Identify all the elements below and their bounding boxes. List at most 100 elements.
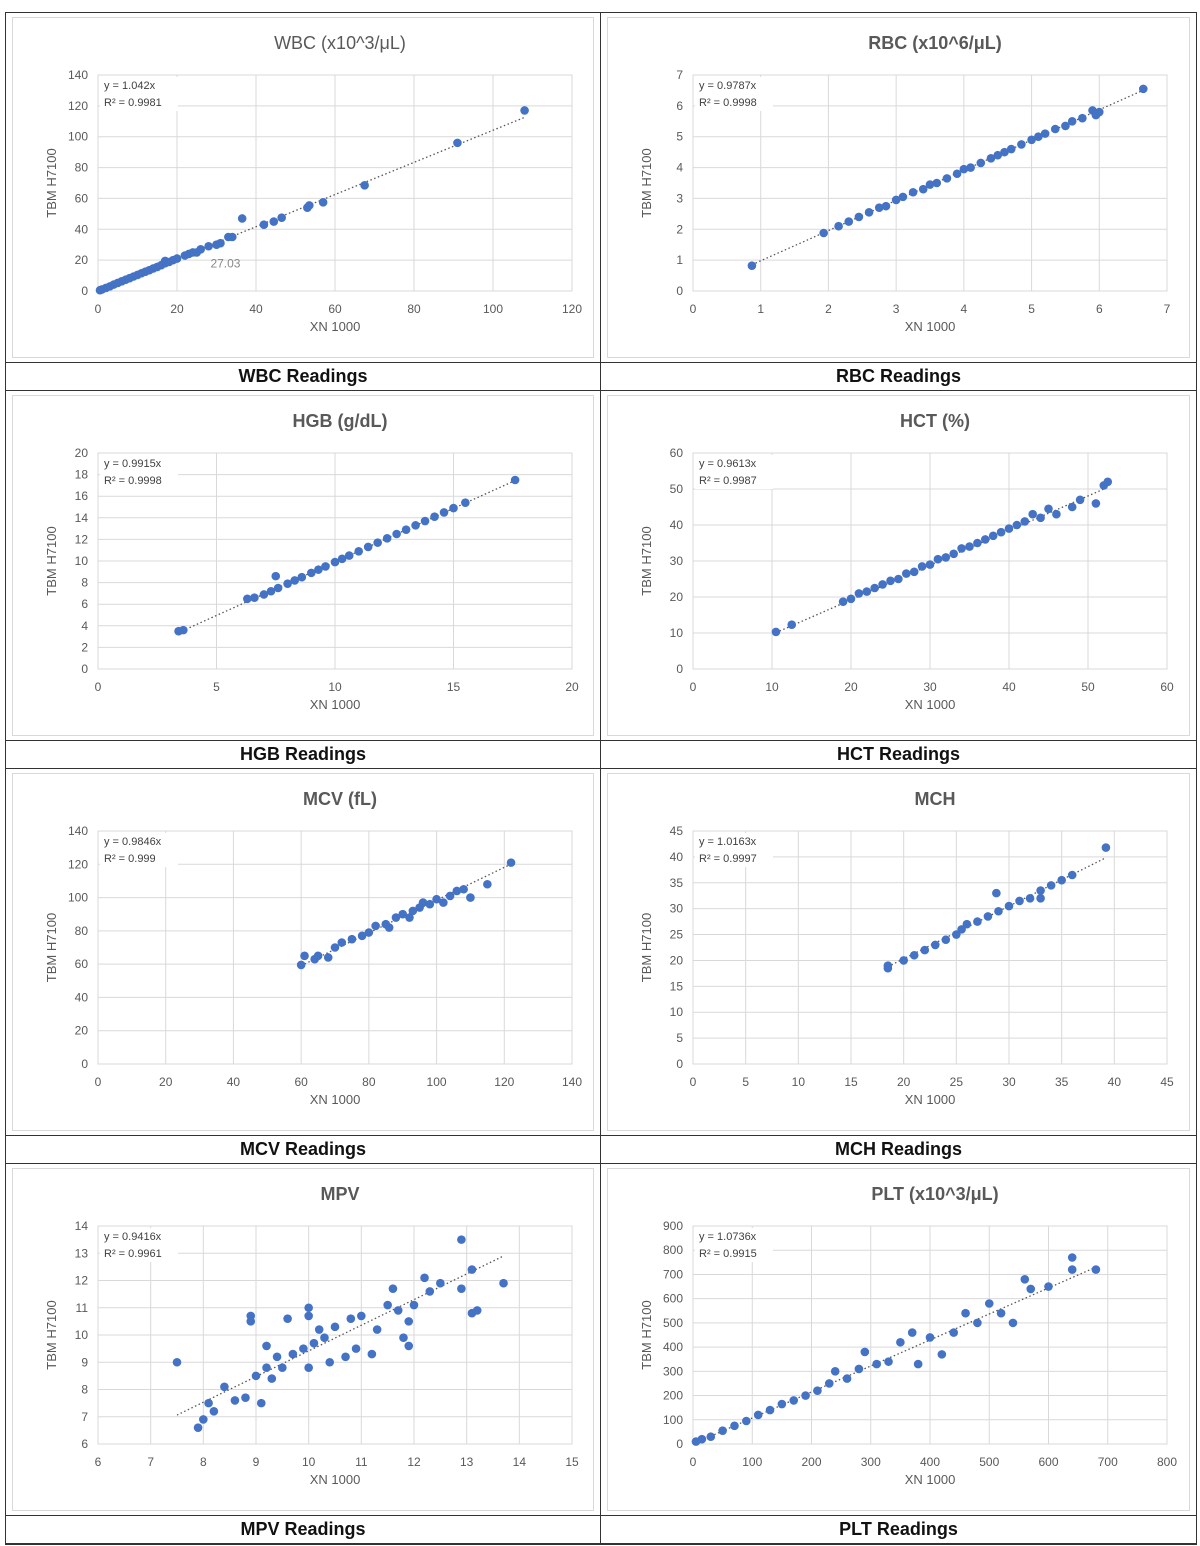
y-tick-label: 6 <box>81 1437 88 1451</box>
equation-box <box>695 833 773 867</box>
data-point <box>753 1410 763 1420</box>
data-point <box>864 208 874 217</box>
scatter-chart: 0 5 10 15 20 25 30 35 40 45 0 5 10 15 20 25 30 35 40 45 MCH X… <box>639 789 1174 1107</box>
data-point <box>323 953 333 962</box>
equation-box <box>100 833 178 867</box>
chart-caption: WBC Readings <box>6 363 601 391</box>
trend-equation: y = 1.0163x <box>699 836 757 848</box>
data-point <box>1008 1318 1018 1328</box>
r-squared: R² = 0.9998 <box>104 475 162 487</box>
data-point <box>472 1306 482 1315</box>
data-point <box>925 560 935 569</box>
data-point <box>367 1349 377 1359</box>
x-tick-label: 500 <box>979 1455 999 1469</box>
data-point <box>346 1314 356 1323</box>
y-axis-label: TBM H7100 <box>639 1300 654 1369</box>
data-point <box>1139 84 1148 94</box>
x-axis-label: XN 1000 <box>310 319 361 334</box>
data-point <box>1050 124 1060 134</box>
data-point <box>399 1333 408 1343</box>
y-axis-label: TBM H7100 <box>639 913 654 982</box>
x-tick-label: 0 <box>690 302 697 316</box>
data-point <box>1004 901 1014 911</box>
y-tick-label: 900 <box>663 1219 683 1233</box>
y-tick-label: 5 <box>676 130 683 144</box>
data-point <box>1040 129 1050 138</box>
data-point <box>278 1363 287 1372</box>
data-point <box>962 919 972 929</box>
x-tick-label: 0 <box>690 680 697 694</box>
x-tick-label: 6 <box>95 1455 102 1469</box>
data-point <box>874 203 884 212</box>
x-tick-label: 10 <box>792 1075 806 1089</box>
data-point <box>730 1421 739 1431</box>
data-point <box>432 894 441 904</box>
data-point <box>325 1357 335 1367</box>
y-tick-label: 7 <box>676 68 683 82</box>
data-point <box>966 163 975 172</box>
x-tick-label: 5 <box>742 1075 749 1089</box>
x-tick-label: 3 <box>893 302 900 316</box>
data-point <box>747 261 757 270</box>
y-tick-label: 0 <box>81 284 88 298</box>
data-point <box>1036 886 1045 895</box>
data-point <box>408 906 418 916</box>
data-point <box>241 1393 250 1402</box>
x-tick-label: 0 <box>95 302 102 316</box>
data-point <box>391 913 401 922</box>
data-point <box>439 898 448 907</box>
data-point <box>854 589 864 598</box>
data-point <box>354 546 364 556</box>
chart-cell: 0 20 40 60 80 100 120 140 0 20 40 60 80 100 120 140 MCV … <box>6 769 601 1136</box>
data-point <box>1094 107 1104 117</box>
x-tick-label: 600 <box>1038 1455 1058 1469</box>
data-point <box>382 534 392 543</box>
y-tick-label: 16 <box>75 489 89 503</box>
data-point <box>896 1337 905 1347</box>
y-tick-label: 20 <box>75 253 89 267</box>
y-tick-label: 25 <box>670 928 684 942</box>
data-point <box>1017 140 1026 149</box>
x-tick-label: 30 <box>923 680 937 694</box>
data-point <box>499 1278 508 1288</box>
data-point <box>913 1359 923 1369</box>
x-tick-label: 15 <box>565 1455 579 1469</box>
data-point <box>452 886 462 896</box>
data-point <box>854 212 864 222</box>
x-tick-label: 100 <box>427 1075 447 1089</box>
data-point <box>787 620 797 630</box>
y-tick-label: 800 <box>663 1243 683 1257</box>
y-tick-label: 6 <box>81 597 88 611</box>
data-label: 27.03 <box>210 256 240 270</box>
r-squared: R² = 0.9987 <box>699 475 757 487</box>
chart-caption: HCT Readings <box>601 741 1196 769</box>
r-squared: R² = 0.999 <box>104 853 156 865</box>
data-point <box>930 940 940 950</box>
data-point <box>313 951 323 961</box>
data-point <box>1036 894 1045 903</box>
chart-caption: RBC Readings <box>601 363 1196 391</box>
chart-title: HGB (g/dL) <box>293 411 388 431</box>
data-point <box>290 576 300 585</box>
data-point <box>266 586 276 596</box>
data-point <box>1067 870 1077 880</box>
trendline <box>695 1266 1097 1444</box>
y-axis-label: TBM H7100 <box>44 913 59 982</box>
data-point <box>1044 1282 1053 1291</box>
data-point <box>430 512 439 522</box>
data-point <box>718 1426 727 1435</box>
data-point <box>243 594 252 604</box>
x-tick-label: 2 <box>825 302 832 316</box>
data-point <box>834 221 843 231</box>
data-point <box>878 580 887 589</box>
y-tick-label: 20 <box>75 1024 89 1038</box>
chart-caption: MPV Readings <box>6 1516 601 1544</box>
x-axis-label: XN 1000 <box>310 1092 361 1107</box>
data-point <box>1067 502 1077 512</box>
x-tick-label: 7 <box>1164 302 1171 316</box>
data-point <box>297 572 307 582</box>
r-squared: R² = 0.9998 <box>699 97 757 109</box>
x-tick-label: 1 <box>757 302 764 316</box>
scatter-chart: 0 5 10 15 20 0 2 4 6 8 10 12 14 16 18 20 HGB (g/dL) XN 10… <box>44 411 579 712</box>
y-tick-label: 600 <box>663 1292 683 1306</box>
